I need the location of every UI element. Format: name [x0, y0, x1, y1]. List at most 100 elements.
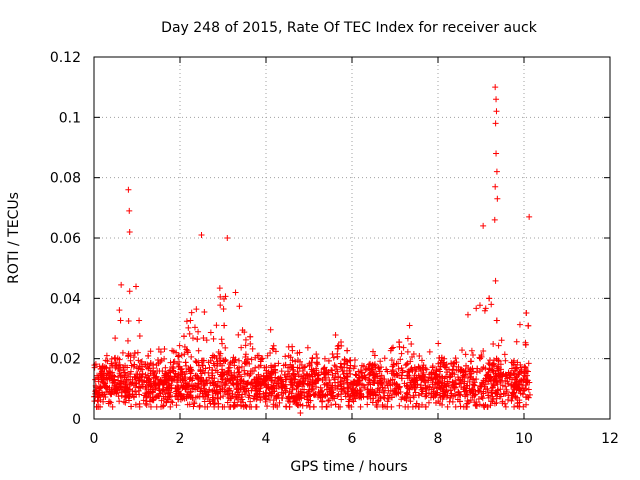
data-point	[410, 394, 417, 401]
data-point	[242, 360, 249, 367]
data-point	[367, 370, 374, 377]
data-point	[452, 403, 459, 410]
data-point	[406, 322, 413, 329]
data-point	[525, 386, 532, 393]
data-point	[496, 393, 503, 400]
data-point	[408, 341, 415, 348]
data-point	[521, 363, 528, 370]
data-point	[121, 374, 128, 381]
data-point	[167, 359, 174, 366]
data-point	[425, 377, 432, 384]
data-point	[396, 402, 403, 409]
data-point	[107, 390, 114, 397]
data-point	[492, 183, 499, 190]
data-point	[419, 401, 426, 408]
data-point	[498, 337, 505, 344]
data-point	[112, 335, 119, 342]
data-point	[264, 352, 271, 359]
data-point	[494, 387, 501, 394]
data-point	[473, 403, 480, 410]
data-point	[168, 375, 175, 382]
x-tick-label: 4	[262, 431, 271, 447]
data-point	[398, 364, 405, 371]
data-point	[346, 394, 353, 401]
data-point	[264, 403, 271, 410]
data-point	[217, 360, 224, 367]
data-point	[372, 391, 379, 398]
data-point	[369, 399, 376, 406]
data-point	[349, 380, 356, 387]
data-point	[422, 393, 429, 400]
data-point	[285, 352, 292, 359]
data-point	[393, 390, 400, 397]
data-point	[334, 393, 341, 400]
data-point	[356, 380, 363, 387]
data-point	[511, 403, 518, 410]
data-point	[525, 322, 532, 329]
data-point	[478, 394, 485, 401]
data-point	[481, 307, 488, 314]
data-point	[236, 368, 243, 375]
data-point	[493, 168, 500, 175]
data-point	[334, 385, 341, 392]
data-point	[184, 349, 191, 356]
data-point	[159, 403, 166, 410]
data-point	[364, 394, 371, 401]
data-point	[240, 378, 247, 385]
data-point	[263, 389, 270, 396]
data-point	[456, 398, 463, 405]
data-point	[373, 402, 380, 409]
data-point	[186, 330, 193, 337]
data-point	[238, 403, 245, 410]
data-point	[425, 399, 432, 406]
data-point	[412, 377, 419, 384]
data-point	[132, 388, 139, 395]
data-point	[430, 376, 437, 383]
data-point	[250, 368, 257, 375]
data-point	[301, 386, 308, 393]
data-point	[404, 389, 411, 396]
data-point	[253, 403, 260, 410]
data-point	[462, 368, 469, 375]
data-point	[509, 394, 516, 401]
data-point	[183, 318, 190, 325]
data-point	[302, 375, 309, 382]
data-point	[187, 388, 194, 395]
data-point	[157, 390, 164, 397]
data-point	[103, 389, 110, 396]
data-point	[122, 399, 129, 406]
data-point	[126, 288, 133, 295]
data-point	[344, 390, 351, 397]
data-point	[97, 384, 104, 391]
data-point	[117, 317, 124, 324]
x-tick-label: 2	[176, 431, 185, 447]
data-point	[127, 357, 134, 364]
data-point	[189, 383, 196, 390]
data-point	[116, 398, 123, 405]
data-point	[265, 368, 272, 375]
data-point	[200, 382, 207, 389]
data-point	[364, 386, 371, 393]
data-point	[177, 366, 184, 373]
data-point	[239, 327, 246, 334]
data-point	[271, 367, 278, 374]
data-point	[175, 358, 182, 365]
data-point	[338, 396, 345, 403]
data-point	[495, 367, 502, 374]
data-point	[214, 395, 221, 402]
data-point	[328, 402, 335, 409]
data-point	[183, 394, 190, 401]
data-point	[267, 326, 274, 333]
data-point	[196, 402, 203, 409]
data-point	[167, 389, 174, 396]
data-point	[457, 379, 464, 386]
data-point	[291, 394, 298, 401]
data-point	[390, 371, 397, 378]
data-point	[124, 364, 131, 371]
data-point	[313, 359, 320, 366]
data-point	[232, 289, 239, 296]
data-point	[101, 380, 108, 387]
data-point	[485, 394, 492, 401]
data-point	[315, 389, 322, 396]
data-point	[259, 378, 266, 385]
